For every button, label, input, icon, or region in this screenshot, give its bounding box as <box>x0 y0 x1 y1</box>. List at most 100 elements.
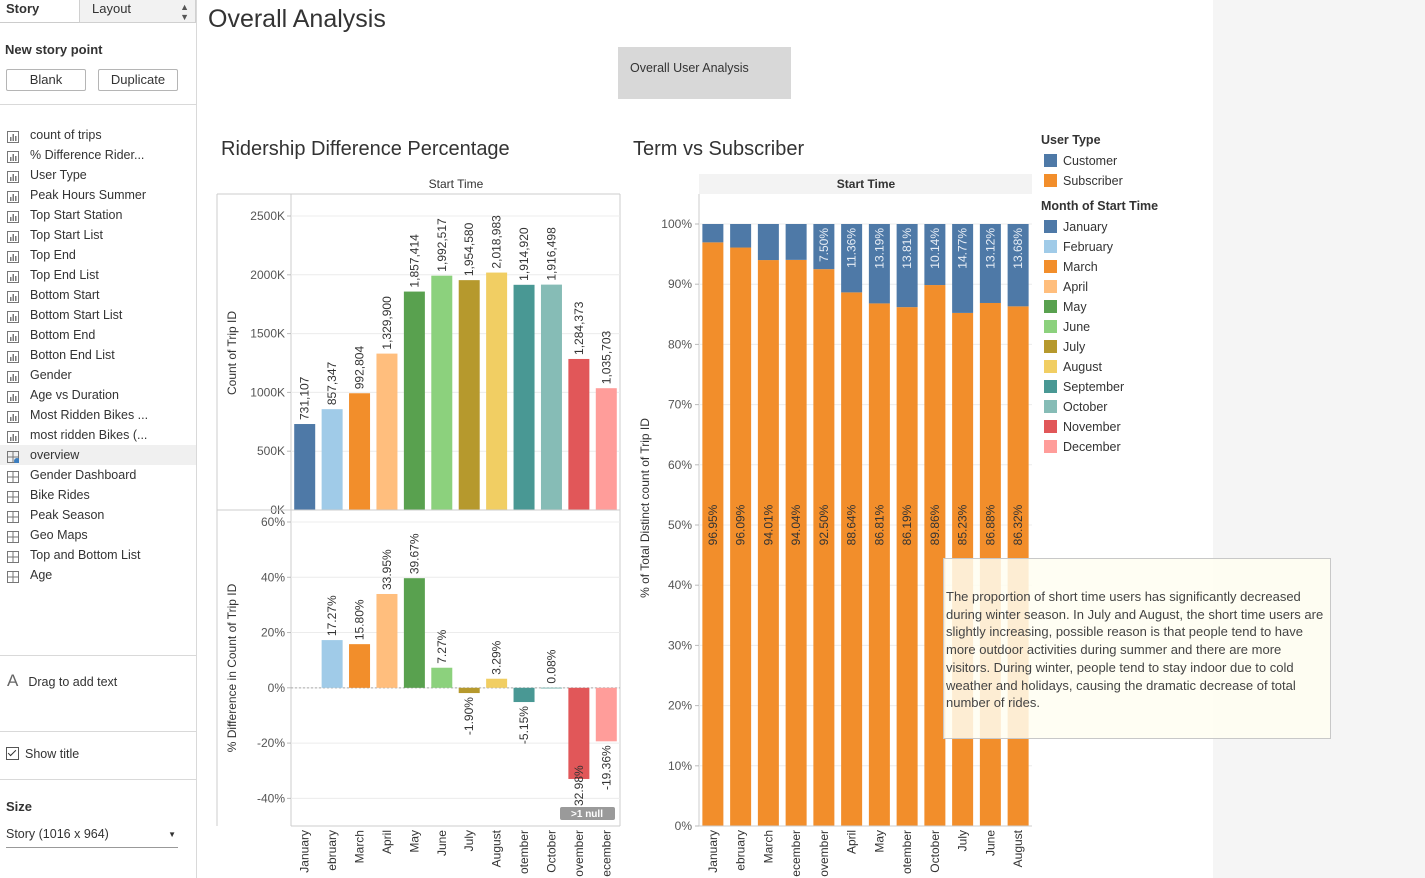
column-header-label: Start Time <box>837 177 896 191</box>
sheet-item[interactable]: overview <box>0 445 196 465</box>
dashboard-icon <box>7 529 19 543</box>
data-label: 85.23% <box>956 504 970 545</box>
sheet-item[interactable]: Most Ridden Bikes ... <box>0 405 196 425</box>
bar-chart-icon <box>7 149 19 163</box>
bar-chart-icon <box>7 369 19 383</box>
bar <box>540 284 562 510</box>
dashboard-icon <box>7 509 19 523</box>
bar <box>376 353 398 510</box>
bar-chart-icon <box>7 329 19 343</box>
divider <box>0 655 196 656</box>
y-tick-label: 60% <box>668 458 692 472</box>
bar-chart-icon <box>7 129 19 143</box>
sheet-item-label: Top End List <box>30 268 99 282</box>
data-label: 17.27% <box>325 595 339 636</box>
legend-item[interactable]: September <box>1041 377 1158 397</box>
sheet-item[interactable]: Peak Season <box>0 505 196 525</box>
legend-item[interactable]: December <box>1041 437 1158 457</box>
legend-item[interactable]: April <box>1041 277 1158 297</box>
sheet-item[interactable]: count of trips <box>0 125 196 145</box>
sheet-item[interactable]: Bike Rides <box>0 485 196 505</box>
sheet-item[interactable]: Top Start List <box>0 225 196 245</box>
legend-item[interactable]: Customer <box>1041 151 1158 171</box>
drag-to-add-text[interactable]: A Drag to add text <box>7 671 117 691</box>
legend-item[interactable]: August <box>1041 357 1158 377</box>
sheet-item[interactable]: Top and Bottom List <box>0 545 196 565</box>
legend-item[interactable]: July <box>1041 337 1158 357</box>
legend-item[interactable]: March <box>1041 257 1158 277</box>
sheet-item[interactable]: Age <box>0 565 196 585</box>
bar <box>486 678 508 688</box>
blank-button[interactable]: Blank <box>6 69 86 91</box>
dashboard-icon <box>7 489 19 503</box>
dashboard-icon <box>7 469 19 483</box>
data-label: 94.04% <box>789 504 803 545</box>
story-point-overall-user-analysis[interactable]: Overall User Analysis <box>618 47 791 99</box>
ridership-chart[interactable]: Start Time0K500K1000K1500K2000K2500KCoun… <box>210 168 630 878</box>
legend-item[interactable]: October <box>1041 397 1158 417</box>
size-dropdown[interactable]: Story (1016 x 964) ▼ <box>6 827 178 848</box>
data-label: 15.80% <box>353 599 367 640</box>
sheet-item[interactable]: Top End <box>0 245 196 265</box>
y-tick-label: 2000K <box>250 268 285 282</box>
sheet-item[interactable]: most ridden Bikes (... <box>0 425 196 445</box>
bar-customer <box>868 224 890 304</box>
sheet-item[interactable]: Peak Hours Summer <box>0 185 196 205</box>
data-label: 13.19% <box>872 228 886 269</box>
x-tick-label: ebruary <box>734 830 748 871</box>
sheet-item[interactable]: Gender <box>0 365 196 385</box>
bar-customer <box>896 224 918 308</box>
bar <box>376 593 398 688</box>
data-label: 1,284,373 <box>572 301 586 355</box>
x-tick-label: June <box>983 830 997 856</box>
annotation-box[interactable]: The proportion of short time users has s… <box>943 558 1331 739</box>
legend-label: Subscriber <box>1063 174 1123 188</box>
text-object-icon: A <box>7 671 19 690</box>
x-tick-label: January <box>706 830 720 873</box>
sheet-item[interactable]: Gender Dashboard <box>0 465 196 485</box>
legend-item[interactable]: January <box>1041 217 1158 237</box>
sheet-item[interactable]: User Type <box>0 165 196 185</box>
legend-item[interactable]: Subscriber <box>1041 171 1158 191</box>
tab-layout[interactable]: Layout ▲ ▼ <box>79 0 196 23</box>
sheet-item-label: Bottom Start List <box>30 308 123 322</box>
y-tick-label: 30% <box>668 638 692 652</box>
y-tick-label: 0% <box>675 819 693 833</box>
legend-item[interactable]: May <box>1041 297 1158 317</box>
bar-customer <box>924 224 946 286</box>
legend-swatch <box>1044 174 1057 187</box>
sheet-item[interactable]: Bottom Start <box>0 285 196 305</box>
sheet-item[interactable]: Bottom End <box>0 325 196 345</box>
sheet-item[interactable]: Geo Maps <box>0 525 196 545</box>
show-title-checkbox[interactable]: Show title <box>6 747 79 761</box>
legend-item[interactable]: November <box>1041 417 1158 437</box>
legend-item[interactable]: February <box>1041 237 1158 257</box>
bar-chart-icon <box>7 229 19 243</box>
sheet-item[interactable]: Age vs Duration <box>0 385 196 405</box>
data-label: 7.50% <box>817 228 831 262</box>
sheet-item[interactable]: Top End List <box>0 265 196 285</box>
bar-customer <box>702 224 724 243</box>
bar <box>540 687 562 689</box>
sheet-item[interactable]: Bottom Start List <box>0 305 196 325</box>
y-tick-label: 2500K <box>250 209 285 223</box>
dashboard-icon <box>7 449 20 464</box>
data-label: 86.32% <box>1011 504 1025 545</box>
sheet-item-label: Most Ridden Bikes ... <box>30 408 149 422</box>
legend-label: April <box>1063 280 1089 294</box>
legend-swatch <box>1044 220 1057 233</box>
bar-customer <box>785 224 807 260</box>
legend-item[interactable]: June <box>1041 317 1158 337</box>
bar-chart-icon <box>7 289 19 303</box>
sheet-item[interactable]: % Difference Rider... <box>0 145 196 165</box>
legend-label: December <box>1063 440 1121 454</box>
data-label: 39.67% <box>407 533 421 574</box>
term-vs-subscriber-chart[interactable]: Start Time 0% 10% 20% 30% 40% 50% 60% 70% 80% 90% 1… <box>630 168 1040 878</box>
legend-label: Customer <box>1063 154 1118 168</box>
sheet-item[interactable]: Botton End List <box>0 345 196 365</box>
tab-story[interactable]: Story <box>0 0 79 23</box>
sheet-item-label: Gender <box>30 368 72 382</box>
duplicate-button[interactable]: Duplicate <box>98 69 178 91</box>
sheet-item[interactable]: Top Start Station <box>0 205 196 225</box>
y-tick-label: -20% <box>257 736 285 750</box>
